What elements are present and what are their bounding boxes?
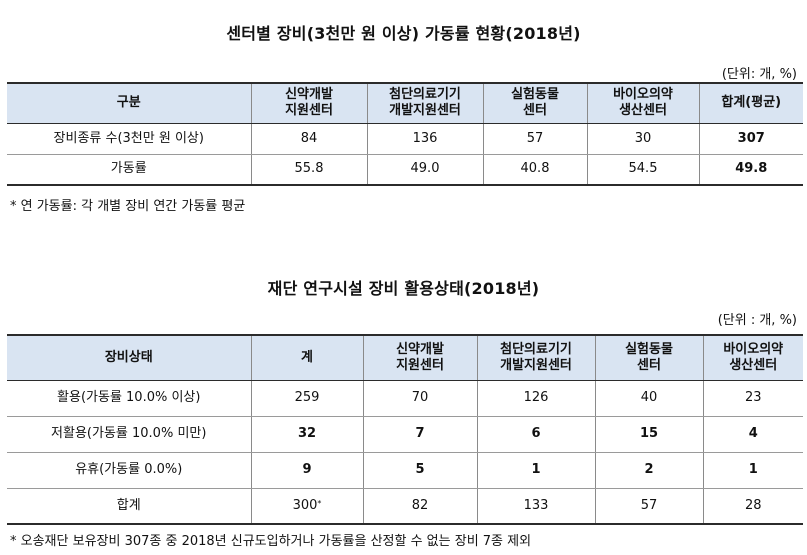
table-cell-total: 300*: [250, 488, 364, 525]
row-label: 합계: [7, 488, 252, 525]
table2-header: 신약개발 지원센터: [362, 334, 478, 381]
row-label: 가동률: [7, 154, 252, 186]
table-cell: 40: [594, 380, 704, 417]
table-row: 장비종류 수(3천만 원 이상) 84 136 57 30 307: [7, 123, 803, 155]
table-cell-total: 307: [698, 123, 803, 155]
table2-title: 재단 연구시설 장비 활용상태(2018년): [267, 279, 540, 298]
table-cell: 6: [476, 416, 596, 453]
table-row: 가동률 55.8 49.0 40.8 54.5 49.8: [7, 154, 803, 186]
header-line: 지원센터: [396, 357, 444, 373]
header-line: 개발지원센터: [389, 103, 461, 119]
table2-header: 장비상태: [7, 334, 252, 381]
table2-unit: (단위 : 개, %): [717, 313, 797, 328]
table2-header: 계: [250, 334, 364, 381]
header-line: 신약개발: [396, 341, 444, 357]
table-cell: 70: [362, 380, 478, 417]
header-line: 실험동물: [511, 87, 559, 103]
table-cell: 5: [362, 452, 478, 489]
header-line: 바이오의약: [723, 341, 784, 357]
table2-header-row: 장비상태 계 신약개발 지원센터 첨단의료기기 개발지원센터 실험동물 센터 바이오의…: [7, 334, 803, 381]
table-cell: 57: [594, 488, 704, 525]
table-cell: 259: [250, 380, 364, 417]
header-line: 신약개발: [285, 87, 333, 103]
header-line: 개발지원센터: [500, 357, 572, 373]
table2-header: 실험동물 센터: [594, 334, 704, 381]
table-cell: 40.8: [482, 154, 588, 186]
table-cell: 9: [250, 452, 364, 489]
table-cell-total: 49.8: [698, 154, 803, 186]
total-value: 300: [292, 497, 318, 513]
header-line: 생산센터: [729, 357, 778, 373]
table1-footnote: * 연 가동률: 각 개별 장비 연간 가동률 평균: [10, 199, 246, 214]
table-row: 활용(가동률 10.0% 이상) 259 70 126 40 23: [7, 380, 803, 417]
table1-header: 바이오의약 생산센터: [586, 82, 700, 124]
table2-header: 바이오의약 생산센터: [702, 334, 803, 381]
table-cell: 15: [594, 416, 704, 453]
table-cell: 57: [482, 123, 588, 155]
table-cell: 84: [250, 123, 368, 155]
table-cell: 49.0: [366, 154, 484, 186]
table-cell: 55.8: [250, 154, 368, 186]
table-cell: 82: [362, 488, 478, 525]
header-line: 지원센터: [285, 103, 333, 119]
table-row: 저활용(가동률 10.0% 미만) 32 7 6 15 4: [7, 416, 803, 453]
table1-unit: (단위: 개, %): [721, 67, 797, 82]
table-cell: 133: [476, 488, 596, 525]
table-cell: 32: [250, 416, 364, 453]
header-line: 첨단의료기기: [500, 341, 572, 357]
table-cell: 136: [366, 123, 484, 155]
table-cell: 4: [702, 416, 803, 453]
table2: 장비상태 계 신약개발 지원센터 첨단의료기기 개발지원센터 실험동물 센터 바이오의…: [7, 334, 803, 525]
table1-header: 신약개발 지원센터: [250, 82, 368, 124]
table1-header: 구분: [7, 82, 252, 124]
table1-header: 실험동물 센터: [482, 82, 588, 124]
table-cell: 126: [476, 380, 596, 417]
table-row: 합계 300* 82 133 57 28: [7, 488, 803, 525]
header-line: 생산센터: [619, 103, 667, 119]
header-line: 바이오의약: [613, 87, 673, 103]
header-line: 실험동물: [625, 341, 673, 357]
table-cell: 7: [362, 416, 478, 453]
table-cell: 1: [702, 452, 803, 489]
table1: 구분 신약개발 지원센터 첨단의료기기 개발지원센터 실험동물 센터 바이오의약 생산센…: [7, 82, 803, 186]
row-label: 저활용(가동률 10.0% 미만): [7, 416, 252, 453]
table-cell: 2: [594, 452, 704, 489]
table-cell: 28: [702, 488, 803, 525]
row-label: 유휴(가동률 0.0%): [7, 452, 252, 489]
table1-header-row: 구분 신약개발 지원센터 첨단의료기기 개발지원센터 실험동물 센터 바이오의약 생산센…: [7, 82, 803, 124]
table1-header: 첨단의료기기 개발지원센터: [366, 82, 484, 124]
header-line: 센터: [637, 357, 661, 373]
row-label: 장비종류 수(3천만 원 이상): [7, 123, 252, 155]
table-cell: 1: [476, 452, 596, 489]
table2-footnote: * 오송재단 보유장비 307종 중 2018년 신규도입하거나 가동률을 산정…: [10, 534, 532, 549]
table-cell: 30: [586, 123, 700, 155]
table-cell: 23: [702, 380, 803, 417]
table1-title: 센터별 장비(3천만 원 이상) 가동률 현황(2018년): [226, 24, 581, 43]
table-row: 유휴(가동률 0.0%) 9 5 1 2 1: [7, 452, 803, 489]
header-line: 센터: [523, 103, 547, 119]
row-label: 활용(가동률 10.0% 이상): [7, 380, 252, 417]
table1-header: 합계(평균): [698, 82, 803, 124]
table-cell: 54.5: [586, 154, 700, 186]
footnote-marker: *: [317, 498, 322, 508]
header-line: 첨단의료기기: [389, 87, 461, 103]
table2-header: 첨단의료기기 개발지원센터: [476, 334, 596, 381]
